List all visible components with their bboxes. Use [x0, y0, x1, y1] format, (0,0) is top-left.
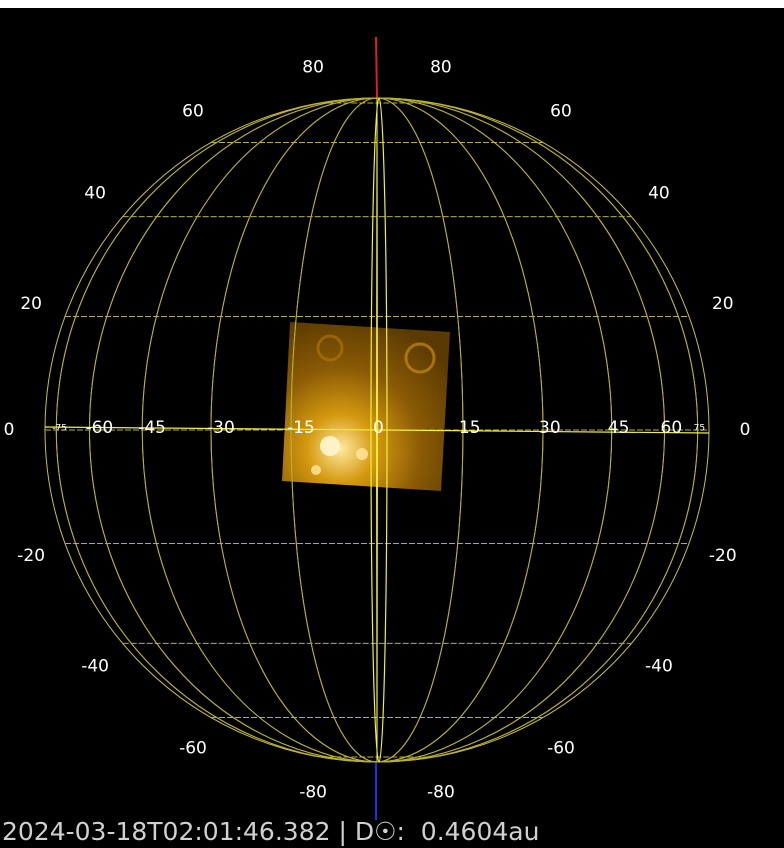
- latitude-label: -60: [547, 739, 575, 759]
- latitude-label: 60: [182, 101, 204, 121]
- longitude-label: 60: [661, 418, 683, 438]
- viewport: 80 80 60 60 40 40 20 20 0 0 -20 -20 -40 -40 -60 -60 -80 -…: [0, 8, 784, 848]
- longitude-label: -75: [52, 424, 67, 434]
- longitude-label: -60: [85, 418, 113, 438]
- latitude-label: 20: [712, 294, 734, 314]
- latitude-label: -60: [179, 739, 207, 759]
- longitude-label: -15: [287, 418, 315, 438]
- longitude-label: 15: [459, 418, 481, 438]
- meridian: [55, 97, 699, 763]
- latitude-label: 20: [20, 294, 42, 314]
- latitude-label: -80: [427, 782, 455, 802]
- longitude-label: 0: [373, 418, 384, 438]
- latitude-label: -80: [299, 782, 327, 802]
- latitude-label: -40: [81, 657, 109, 677]
- solar-image: [282, 322, 450, 491]
- latitude-label: 40: [84, 183, 106, 203]
- latitude-label: 60: [550, 101, 572, 121]
- latitude-label: 0: [740, 420, 751, 440]
- latitude-label: -20: [709, 546, 737, 566]
- north-axis: [375, 36, 378, 99]
- longitude-label: -30: [207, 418, 235, 438]
- sun-view: 80 80 60 60 40 40 20 20 0 0 -20 -20 -40 -40 -60 -60 -80 -…: [4, 36, 751, 820]
- latitude-label: -20: [17, 546, 45, 566]
- status-text: 2024-03-18T02:01:46.382 | D☉: 0.4604au: [2, 817, 540, 846]
- latitude-label: 0: [4, 420, 15, 440]
- longitude-label: 30: [539, 418, 561, 438]
- longitude-label: 45: [608, 418, 630, 438]
- longitude-label: -45: [138, 418, 166, 438]
- labels: 80 80 60 60 40 40 20 20 0 0 -20 -20 -40 -40 -60 -60 -80 -…: [4, 58, 751, 803]
- longitude-label: 75: [694, 424, 705, 434]
- equator: [44, 426, 710, 434]
- latitude-label: 80: [430, 58, 452, 78]
- latitude-label: -40: [645, 657, 673, 677]
- latitude-label: 80: [302, 58, 324, 78]
- latitude-label: 40: [648, 183, 670, 203]
- grid: [44, 97, 710, 763]
